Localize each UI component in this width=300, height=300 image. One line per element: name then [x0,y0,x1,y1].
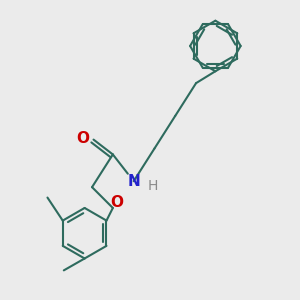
Text: O: O [110,195,123,210]
Text: H: H [148,179,158,193]
Text: N: N [127,174,140,189]
Text: O: O [76,130,90,146]
